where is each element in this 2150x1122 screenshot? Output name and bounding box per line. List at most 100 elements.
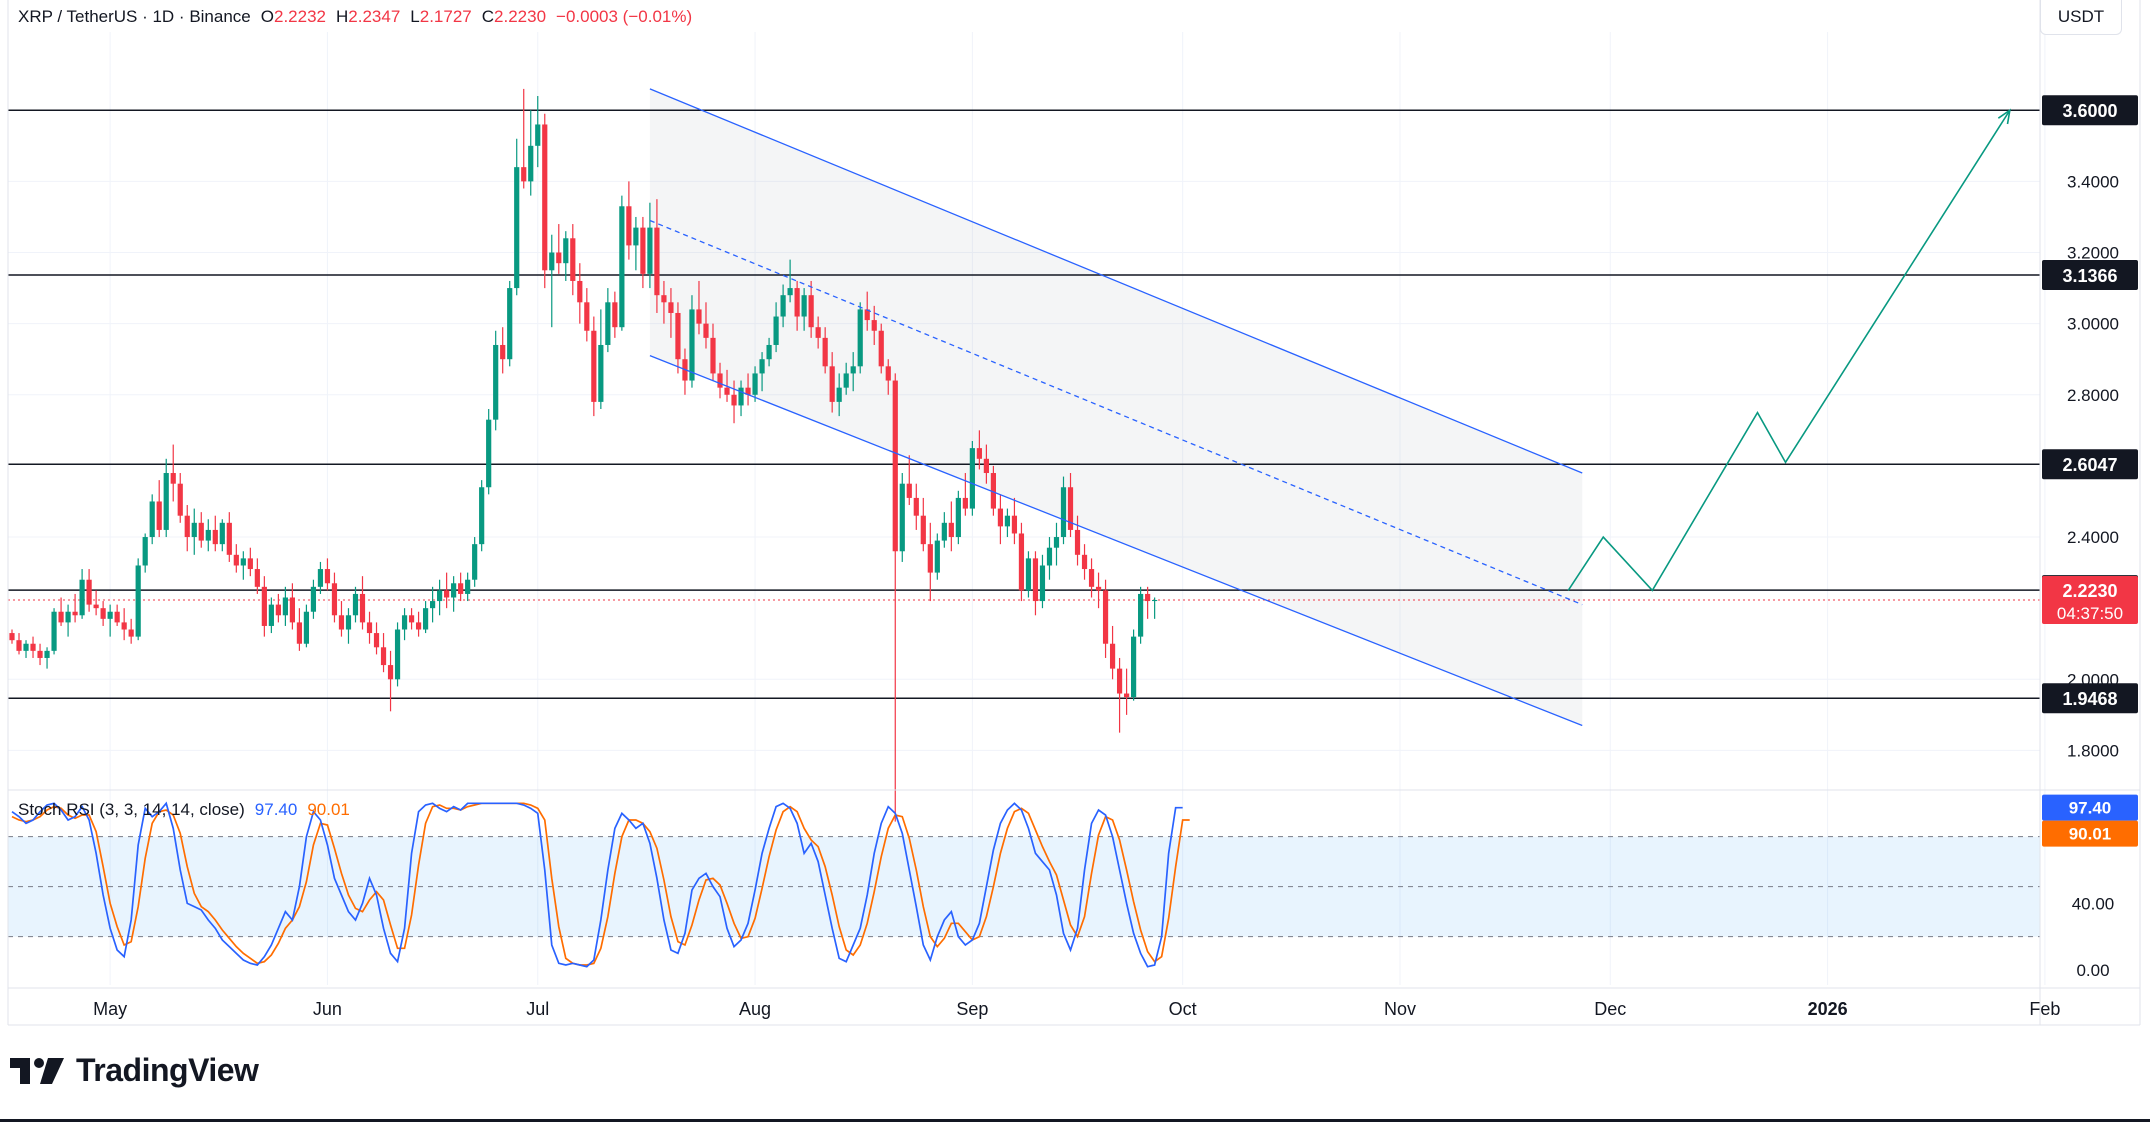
candle-body — [829, 366, 835, 402]
stoch-d-label-bg — [2042, 820, 2138, 847]
candle-body — [871, 320, 877, 331]
symbol-title[interactable]: XRP / TetherUS · 1D · Binance — [18, 7, 251, 26]
candle-body — [359, 593, 366, 623]
candle-body — [289, 597, 295, 623]
candle-body — [696, 309, 702, 324]
candle-body — [191, 522, 197, 538]
candle-body — [9, 633, 15, 641]
candle-body — [822, 337, 828, 367]
candle-body — [86, 579, 92, 605]
candle-body — [528, 145, 534, 182]
candle-body — [549, 252, 555, 271]
candle-body — [331, 583, 338, 616]
candle-body — [913, 497, 919, 516]
level-label-bg — [2042, 260, 2138, 291]
time-tick-label: Sep — [956, 999, 988, 1019]
candle-body — [1039, 565, 1046, 602]
candle-body — [1152, 599, 1158, 602]
candle-body — [1053, 537, 1060, 548]
time-tick-label: Dec — [1594, 999, 1626, 1019]
candle-body — [465, 579, 471, 594]
candle-body — [212, 529, 218, 545]
candle-body — [997, 508, 1004, 527]
candle-body — [983, 458, 989, 474]
indicator-label: Stoch RSI (3, 3, 14, 14, close) — [18, 800, 245, 819]
candle-body — [689, 309, 695, 381]
candle-body — [640, 227, 646, 274]
candle-body — [149, 501, 155, 538]
candle-body — [1123, 693, 1130, 698]
bottom-divider — [0, 1119, 2150, 1122]
candle-body — [65, 611, 71, 623]
candle-body — [759, 359, 765, 374]
candle-body — [556, 252, 562, 264]
level-label-bg — [2042, 683, 2138, 714]
candle-body — [1004, 515, 1011, 527]
channel-upper — [649, 88, 1583, 474]
channel-middle — [649, 219, 1583, 606]
candle-body — [612, 302, 618, 328]
candle-body — [128, 629, 134, 637]
candle-body — [962, 497, 968, 509]
candle-body — [107, 611, 113, 619]
candle-body — [1081, 554, 1088, 570]
projection-line — [1567, 109, 2011, 592]
candle-body — [521, 167, 527, 182]
candle-body — [969, 448, 975, 509]
stoch-k-label-bg — [2042, 794, 2138, 821]
price-tick-label: 1.8000 — [2067, 741, 2119, 760]
price-tick-label: 3.0000 — [2067, 315, 2119, 334]
candle-body — [451, 583, 457, 598]
tradingview-logo[interactable]: TradingView — [10, 1052, 259, 1089]
candle-body — [458, 583, 464, 594]
candle-body — [1032, 558, 1039, 602]
time-tick-label: Jun — [313, 999, 342, 1019]
currency-button[interactable]: USDT — [2040, 0, 2122, 35]
time-tick-label: Aug — [739, 999, 771, 1019]
candle-body — [1074, 529, 1081, 555]
candle-body — [661, 295, 667, 303]
candle-body — [51, 611, 57, 651]
candle-body — [16, 640, 22, 651]
candle-body — [345, 615, 352, 630]
candle-body — [1046, 547, 1053, 566]
candle-body — [58, 611, 64, 623]
candle-body — [584, 302, 590, 331]
candle-body — [44, 650, 50, 658]
stoch-k-line — [11, 801, 1183, 968]
indicator-header[interactable]: Stoch RSI (3, 3, 14, 14, close) 97.40 90… — [18, 800, 350, 820]
candle-body — [542, 124, 548, 271]
candle-body — [591, 330, 597, 402]
candle-body — [184, 515, 190, 538]
candle-body — [163, 473, 169, 530]
candle-body — [955, 497, 961, 538]
candle-body — [647, 227, 653, 274]
candle-body — [619, 206, 625, 328]
candle-body — [535, 124, 541, 146]
stoch-d-label: 90.01 — [2069, 825, 2112, 844]
candle-body — [920, 515, 926, 545]
projection-arrowhead — [1997, 108, 2011, 125]
candle-body — [927, 544, 933, 573]
candle-body — [787, 288, 793, 296]
low-label: L — [410, 7, 420, 26]
candle-body — [906, 483, 912, 498]
change-value: −0.0003 (−0.01%) — [556, 7, 693, 26]
candle-body — [598, 344, 604, 402]
descending-channel[interactable] — [649, 88, 1583, 727]
candle-body — [815, 327, 821, 338]
candle-body — [472, 544, 478, 580]
candle-body — [296, 622, 303, 644]
candle-body — [752, 373, 758, 395]
candle-body — [675, 312, 681, 360]
high-value: 2.2347 — [348, 7, 401, 26]
candle-body — [437, 590, 443, 602]
high-label: H — [336, 7, 349, 26]
projection-path[interactable] — [1567, 108, 2011, 592]
level-label-bg — [2042, 449, 2138, 480]
candle-body — [738, 387, 744, 406]
candle-body — [430, 601, 436, 609]
candle-body — [878, 330, 884, 367]
